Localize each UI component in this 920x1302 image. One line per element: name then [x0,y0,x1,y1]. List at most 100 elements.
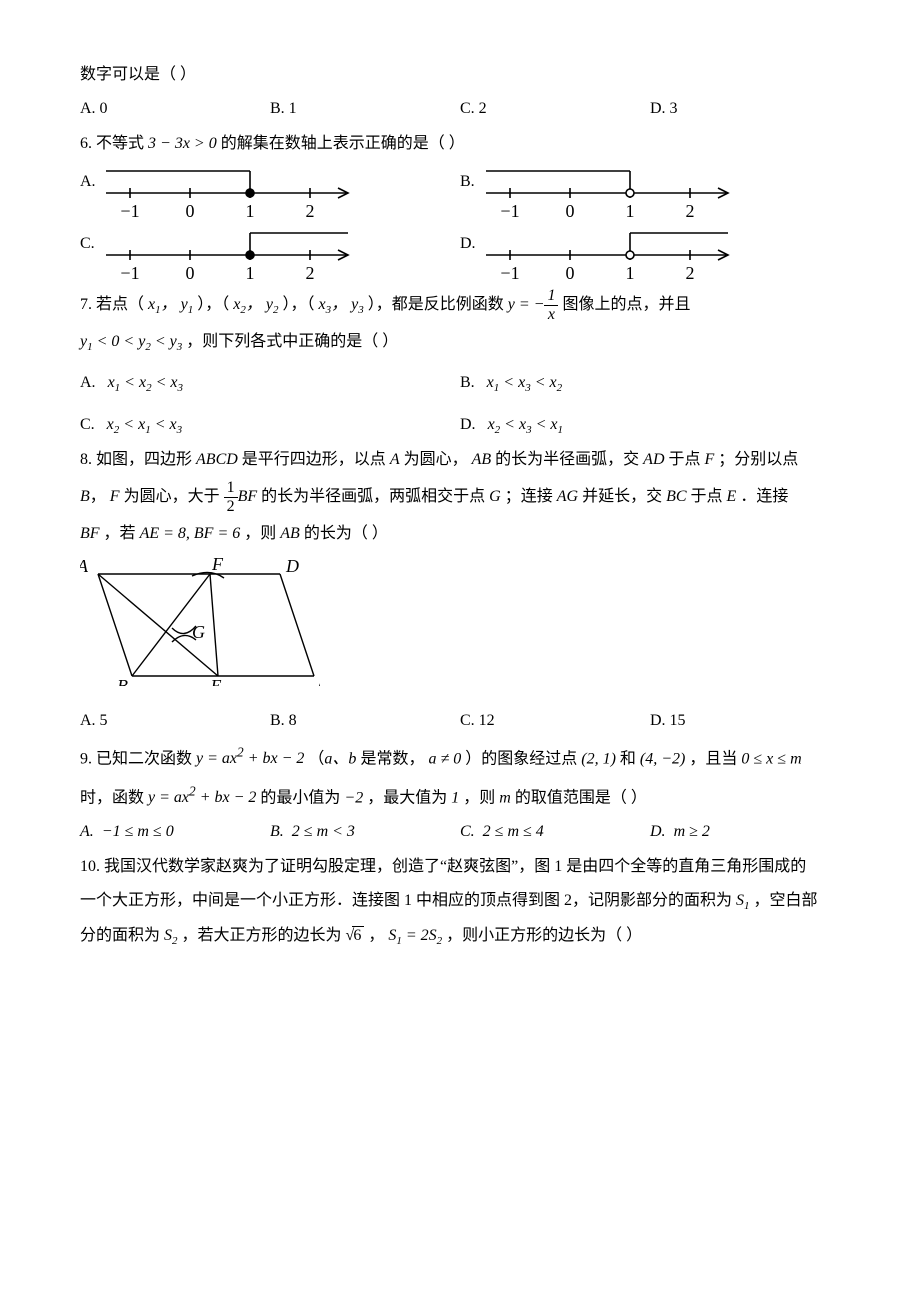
q9-mv: m [499,789,511,806]
svg-text:G: G [192,622,205,642]
q7-p2: x2， y2 [233,296,282,313]
q6-stem: 6. 不等式 3 − 3x > 0 的解集在数轴上表示正确的是（ ） [80,129,840,159]
q9-ab: a、b [324,750,356,767]
q7-frac-den: x [548,306,555,323]
svg-text:D: D [285,556,299,576]
q8-BC: BC [666,488,686,505]
q8-ABCD: ABCD [196,451,238,468]
q8-s1c: 为圆心， [404,451,468,468]
q5-stem-cont: 数字可以是（ ） [80,60,840,90]
q8-line1: 8. 如图，四边形 ABCD 是平行四边形，以点 A 为圆心， AB 的长为半径… [80,445,840,475]
q7-opts-CD: C. x2 < x1 < x3 D. x2 < x3 < x1 [80,410,840,441]
svg-text:A: A [80,556,89,576]
q9-pt2: (4, −2) [640,750,685,767]
svg-text:0: 0 [566,263,575,283]
q8-AB2: AB [280,525,300,542]
q8-AD: AD [643,451,664,468]
q8-AG: AG [557,488,578,505]
q8-s2f: 于点 [691,488,723,505]
q10-line2: 一个大正方形，中间是一个小正方形．连接图 1 中相应的顶点得到图 2，记阴影部分… [80,886,840,917]
q8-s3b: ，则 [244,525,276,542]
q6-numberline-B: −1012 [480,165,740,221]
q8-half-den: 2 [224,498,238,516]
q7-D-lbl: D. [460,416,476,433]
q7-p1: x1， y1 [148,296,197,313]
q5-optA: A. 0 [80,94,270,124]
q8-line3: BF ，若 AE = 8, BF = 6 ，则 AB 的长为（ ） [80,519,840,549]
q8-G: G [489,488,501,505]
q6-D-label: D. [460,229,480,283]
q9-and: 和 [620,750,636,767]
svg-text:F: F [211,556,224,574]
q10-s4a: 分的面积为 [80,927,160,944]
q9-eq2: y = ax2 + bx − 2 [148,789,256,806]
q6-B-label: B. [460,167,480,221]
q7-cond-line: y1 < 0 < y2 < y3 ，则下列各式中正确的是（ ） [80,327,840,358]
q10-S2sub: 2 [172,935,178,947]
q9-s1d: ）的图象经过点 [465,750,577,767]
q9-rng: 0 ≤ x ≤ m [741,750,801,767]
q6-numberline-D: −1012 [480,227,740,283]
q8-optD: D. 15 [650,706,840,736]
svg-text:C: C [318,676,320,686]
q6-post: 的解集在数轴上表示正确的是（ ） [221,135,465,152]
q8-s3a: ，若 [104,525,136,542]
q8-s1a: 8. 如图，四边形 [80,451,192,468]
q8-cond: AE = 8, BF = 6 [140,525,241,542]
q8-A: A [390,451,400,468]
q8-comma: ， [90,488,106,505]
q9-optB: B. 2 ≤ m < 3 [270,817,460,847]
q7-b: ），（ [197,296,229,313]
svg-text:B: B [117,676,128,686]
q10-S2: S2 [164,927,178,944]
q9-s1a: 9. 已知二次函数 [80,750,192,767]
q8-BF: BF [238,488,258,505]
q9-line2: 时，函数 y = ax2 + bx − 2 的最小值为 −2 ，最大值为 1 ，… [80,779,840,814]
q10-s4b: ，若大正方形的边长为 [182,927,342,944]
q9-options: A. −1 ≤ m ≤ 0 B. 2 ≤ m < 3 C. 2 ≤ m ≤ 4 … [80,817,840,847]
q5-optD: D. 3 [650,94,840,124]
q8-BF2: BF [80,525,100,542]
svg-text:2: 2 [306,201,315,221]
svg-text:1: 1 [246,201,255,221]
q9-ane0: a ≠ 0 [428,750,461,767]
q10-line1: 10. 我国汉代数学家赵爽为了证明勾股定理，创造了“赵爽弦图”，图 1 是由四个… [80,852,840,882]
q8-options: A. 5 B. 8 C. 12 D. 15 [80,706,840,736]
q10-line3: 分的面积为 S2 ，若大正方形的边长为 √6 ， S1 = 2S2 ，则小正方形… [80,921,840,952]
q7-B-lbl: B. [460,374,475,391]
svg-text:1: 1 [626,201,635,221]
q9-eq1: y = ax2 + bx − 2 [196,750,304,767]
q9-s1b: （ [308,750,324,767]
q10-sqrt6-val: 6 [352,926,364,944]
q7-optB: B. x1 < x3 < x2 [460,368,840,399]
q10-s3: ，空白部 [754,892,818,909]
q8-F: F [705,451,715,468]
q8-s1e: 于点 [669,451,701,468]
q8-s3c: 的长为（ ） [304,525,388,542]
q6-numberline-C: −1012 [100,227,360,283]
q9-s1e: ，且当 [689,750,737,767]
q8-F2: F [110,488,120,505]
q8-optB: B. 8 [270,706,460,736]
q7-func: y = −1x [508,296,563,313]
svg-text:2: 2 [686,263,695,283]
svg-text:1: 1 [246,263,255,283]
q5-optC: C. 2 [460,94,650,124]
q8-half-num: 1 [224,479,238,498]
q7-C-lbl: C. [80,416,95,433]
q9-line1: 9. 已知二次函数 y = ax2 + bx − 2 （a、b 是常数， a ≠… [80,740,840,775]
q7-optA: A. x1 < x2 < x3 [80,368,460,399]
q6-numberline-A: −1012 [100,165,360,221]
q8-Bl: B [80,488,90,505]
q7-optC: C. x2 < x1 < x3 [80,410,460,441]
q10-sqrt6: √6 [346,921,365,951]
q7-opts-AB: A. x1 < x2 < x3 B. x1 < x3 < x2 [80,368,840,399]
q9-maxv: 1 [451,789,459,806]
q7-d: ），都是反比例函数 [368,296,504,313]
q5-options: A. 0 B. 1 C. 2 D. 3 [80,94,840,124]
svg-text:1: 1 [626,263,635,283]
q8-s1b: 是平行四边形，以点 [242,451,386,468]
q8-s1d: 的长为半径画弧，交 [495,451,639,468]
svg-text:−1: −1 [120,263,139,283]
q10-S1sub: 1 [744,900,750,912]
